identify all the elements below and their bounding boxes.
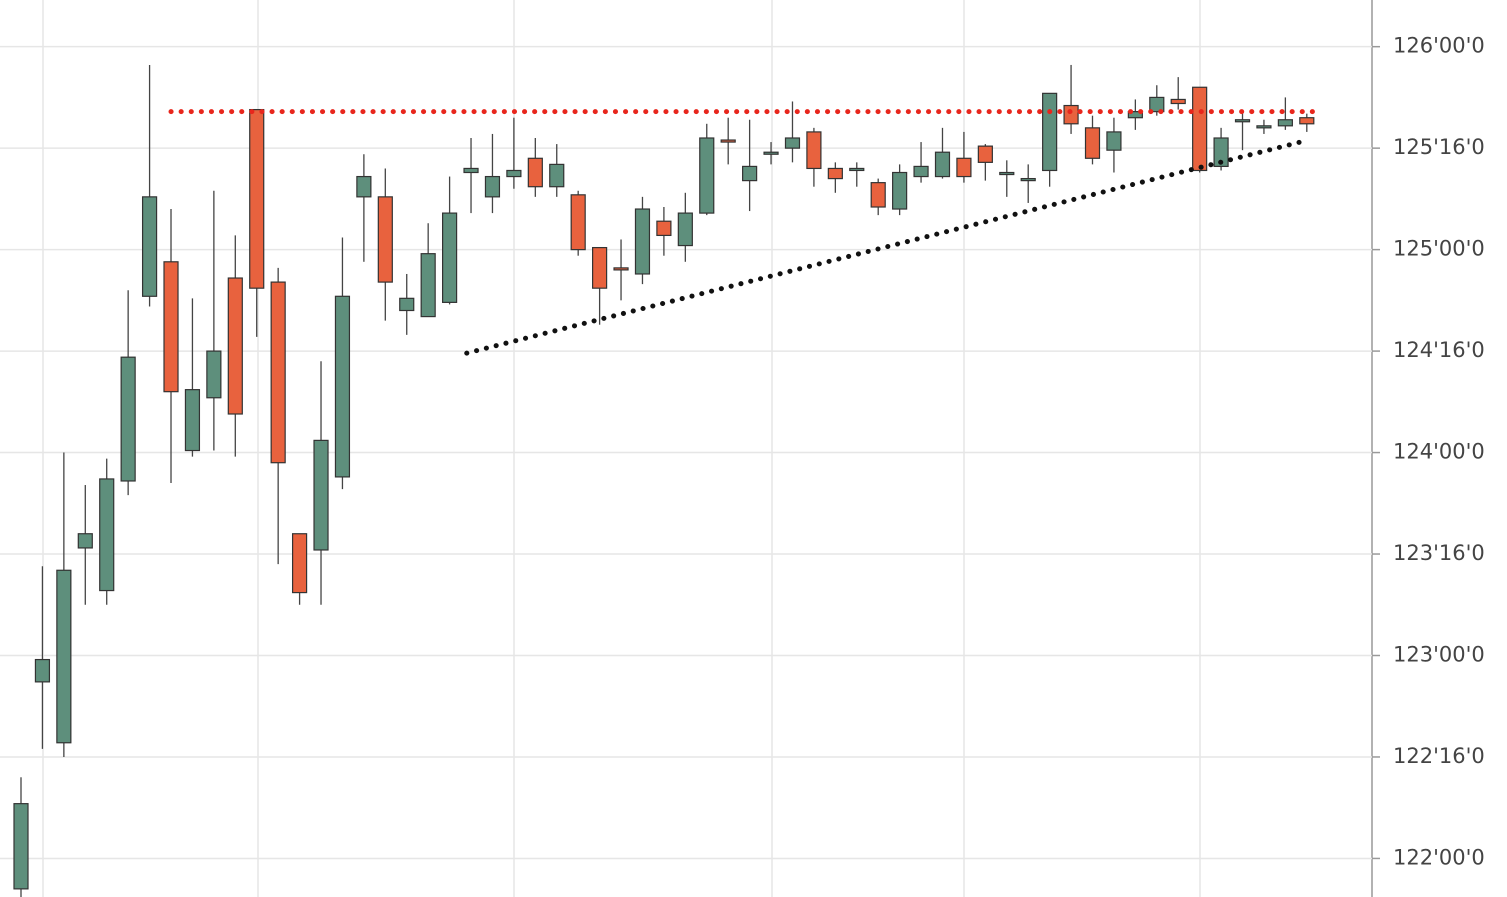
candle-body bbox=[1170, 98, 1186, 105]
y-tick-label: 122'16'0 bbox=[1393, 744, 1485, 768]
candle-body bbox=[56, 569, 72, 744]
candle-body bbox=[549, 163, 565, 188]
candle-body bbox=[1106, 131, 1122, 151]
candle-body bbox=[334, 295, 351, 478]
y-tick-label: 125'00'0 bbox=[1393, 237, 1485, 261]
y-tick-label: 122'00'0 bbox=[1393, 845, 1485, 869]
y-tick-label: 125'16'0 bbox=[1393, 135, 1485, 159]
candle-body bbox=[77, 533, 93, 549]
candle-body bbox=[742, 165, 758, 182]
y-tick-label: 123'16'0 bbox=[1393, 541, 1485, 565]
candle-body bbox=[1277, 119, 1293, 127]
candle-body bbox=[206, 350, 222, 399]
candle-body bbox=[677, 212, 693, 247]
candle-body bbox=[1063, 104, 1079, 125]
candle-body bbox=[1042, 92, 1058, 172]
candle-body bbox=[784, 137, 801, 149]
candle-body bbox=[34, 658, 51, 683]
candle-body bbox=[249, 108, 265, 289]
y-tick-label: 124'16'0 bbox=[1393, 338, 1485, 362]
candle-body bbox=[1256, 125, 1272, 129]
candle-body bbox=[999, 171, 1015, 176]
candle-body bbox=[527, 157, 543, 188]
candle-body bbox=[806, 131, 822, 170]
candle-body bbox=[892, 171, 908, 210]
candle-body bbox=[634, 208, 651, 275]
candle-body bbox=[934, 151, 951, 178]
candle-body bbox=[1084, 127, 1101, 159]
candle-body bbox=[313, 439, 329, 551]
candle-body bbox=[1213, 137, 1229, 168]
candle-body bbox=[977, 145, 993, 163]
candle-body bbox=[1149, 96, 1165, 113]
y-tick-label: 126'00'0 bbox=[1393, 34, 1485, 58]
candle-body bbox=[399, 297, 415, 312]
candle-body bbox=[506, 169, 522, 178]
vertical-grid bbox=[42, 0, 1201, 897]
candle-body bbox=[377, 196, 393, 283]
candle-body bbox=[356, 175, 372, 198]
candle-body bbox=[656, 220, 672, 237]
candle-body bbox=[913, 165, 929, 178]
candle-body bbox=[99, 478, 115, 592]
candle-body bbox=[613, 267, 629, 271]
candle-body bbox=[484, 175, 501, 198]
candle-body bbox=[291, 533, 308, 594]
candle-body bbox=[463, 167, 479, 174]
y-tick-label: 123'00'0 bbox=[1393, 643, 1485, 667]
candle-body bbox=[1299, 117, 1315, 125]
candle-body bbox=[699, 137, 715, 214]
candle-body bbox=[1234, 119, 1251, 123]
candle-body bbox=[270, 281, 286, 464]
candle-body bbox=[163, 261, 179, 393]
candle-body bbox=[956, 157, 972, 178]
trend-line bbox=[464, 139, 1303, 356]
candle-body bbox=[1127, 111, 1143, 119]
y-tick-label: 124'00'0 bbox=[1393, 440, 1485, 464]
candle-body bbox=[1192, 86, 1208, 172]
candle-body bbox=[227, 277, 243, 415]
candle-body bbox=[13, 803, 29, 890]
candle-body bbox=[1020, 177, 1036, 182]
candle-body bbox=[141, 196, 158, 297]
candle-body bbox=[184, 389, 201, 452]
candle-body bbox=[849, 167, 865, 172]
candle-body bbox=[442, 212, 458, 303]
candle-body bbox=[720, 139, 736, 143]
candle-body bbox=[592, 246, 608, 289]
candle-body bbox=[870, 182, 886, 208]
candle-body bbox=[120, 356, 136, 482]
candle-body bbox=[570, 194, 586, 251]
candle-body bbox=[827, 167, 843, 180]
candle-body bbox=[420, 253, 436, 318]
candle-body bbox=[763, 151, 779, 155]
